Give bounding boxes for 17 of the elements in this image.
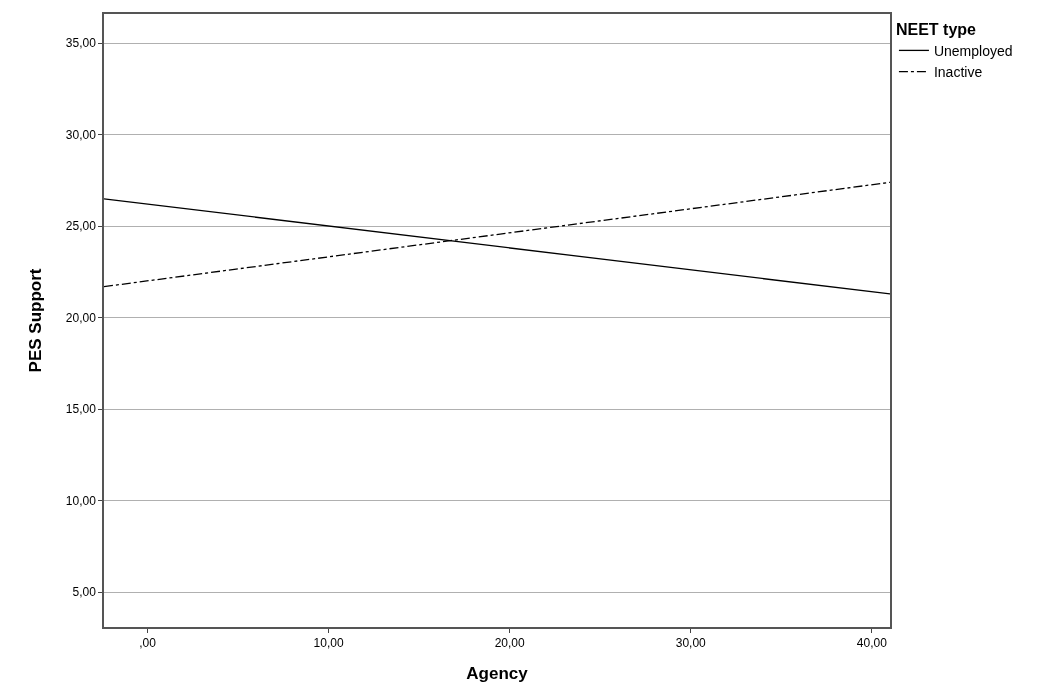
legend-title: NEET type bbox=[895, 20, 977, 38]
x-axis-title: Agency bbox=[466, 664, 529, 684]
legend-label: Inactive bbox=[933, 64, 983, 81]
x-tick-label: 40,00 bbox=[856, 636, 888, 651]
y-tick-label: 15,00 bbox=[65, 402, 97, 417]
y-tick-label: 20,00 bbox=[65, 310, 97, 325]
x-tick-label: 30,00 bbox=[675, 636, 707, 651]
x-tick-label: 10,00 bbox=[313, 636, 344, 651]
y-tick-label: 5,00 bbox=[72, 585, 97, 600]
y-tick-label: 10,00 bbox=[65, 493, 97, 508]
y-tick-label: 25,00 bbox=[65, 219, 97, 234]
y-tick-label: 30,00 bbox=[65, 127, 97, 142]
x-tick-label: ,00 bbox=[139, 636, 157, 651]
x-tick-label: 20,00 bbox=[494, 636, 526, 651]
legend-label: Unemployed bbox=[933, 42, 1013, 59]
y-tick-label: 35,00 bbox=[65, 36, 97, 51]
y-axis-title: PES Support bbox=[25, 268, 45, 373]
